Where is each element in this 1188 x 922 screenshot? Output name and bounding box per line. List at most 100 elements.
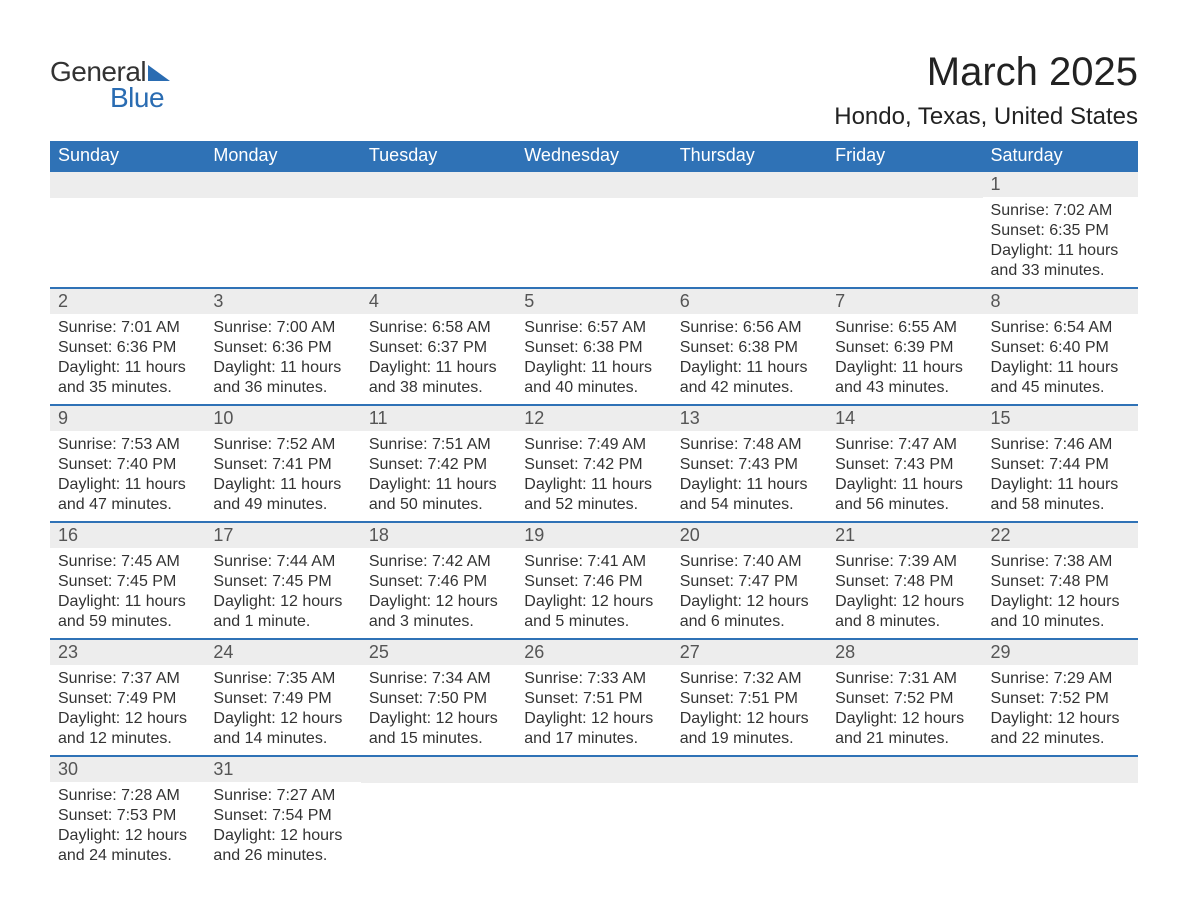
weekday-header: Tuesday [361,141,516,171]
day-cell [672,756,827,872]
day-cell [516,171,671,288]
day-line: Sunrise: 7:41 AM [524,552,663,572]
day-line: Sunrise: 7:00 AM [213,318,352,338]
day-cell [827,756,982,872]
weekday-row: SundayMondayTuesdayWednesdayThursdayFrid… [50,141,1138,171]
day-cell: 24Sunrise: 7:35 AMSunset: 7:49 PMDayligh… [205,639,360,756]
day-line: and 14 minutes. [213,729,352,749]
day-line: and 22 minutes. [991,729,1130,749]
day-line: Sunrise: 6:55 AM [835,318,974,338]
day-line: Daylight: 11 hours [991,241,1130,261]
day-details: Sunrise: 7:27 AMSunset: 7:54 PMDaylight:… [205,782,360,872]
day-line: Sunrise: 6:58 AM [369,318,508,338]
day-line: Daylight: 12 hours [369,709,508,729]
day-details: Sunrise: 7:32 AMSunset: 7:51 PMDaylight:… [672,665,827,755]
day-line: Daylight: 12 hours [524,709,663,729]
day-cell: 1Sunrise: 7:02 AMSunset: 6:35 PMDaylight… [983,171,1138,288]
day-cell: 29Sunrise: 7:29 AMSunset: 7:52 PMDayligh… [983,639,1138,756]
day-line: and 17 minutes. [524,729,663,749]
day-line: Sunset: 6:37 PM [369,338,508,358]
day-number: 18 [361,523,516,548]
day-line: Sunrise: 7:47 AM [835,435,974,455]
day-line: and 10 minutes. [991,612,1130,632]
day-cell: 20Sunrise: 7:40 AMSunset: 7:47 PMDayligh… [672,522,827,639]
day-number: 27 [672,640,827,665]
day-line: Sunrise: 7:38 AM [991,552,1130,572]
day-number: 19 [516,523,671,548]
day-details: Sunrise: 7:49 AMSunset: 7:42 PMDaylight:… [516,431,671,521]
day-number: 5 [516,289,671,314]
day-line: Daylight: 11 hours [680,358,819,378]
day-number [361,172,516,198]
day-cell: 9Sunrise: 7:53 AMSunset: 7:40 PMDaylight… [50,405,205,522]
day-line: Sunset: 7:53 PM [58,806,197,826]
month-title: March 2025 [834,50,1138,95]
day-line: Sunset: 6:38 PM [680,338,819,358]
day-line: Daylight: 11 hours [991,475,1130,495]
day-line: and 40 minutes. [524,378,663,398]
day-details: Sunrise: 6:57 AMSunset: 6:38 PMDaylight:… [516,314,671,404]
day-number: 20 [672,523,827,548]
day-line: Sunrise: 7:49 AM [524,435,663,455]
day-line: and 3 minutes. [369,612,508,632]
location: Hondo, Texas, United States [834,103,1138,131]
day-line: Sunrise: 7:27 AM [213,786,352,806]
day-details: Sunrise: 7:35 AMSunset: 7:49 PMDaylight:… [205,665,360,755]
day-line: and 43 minutes. [835,378,974,398]
day-number: 11 [361,406,516,431]
day-line: Sunset: 7:47 PM [680,572,819,592]
day-line: Sunset: 7:48 PM [835,572,974,592]
day-line: Daylight: 11 hours [524,358,663,378]
day-line: Daylight: 11 hours [58,358,197,378]
day-details [827,198,982,228]
day-cell: 11Sunrise: 7:51 AMSunset: 7:42 PMDayligh… [361,405,516,522]
day-line: Daylight: 12 hours [58,826,197,846]
day-line: Daylight: 11 hours [58,592,197,612]
header: General Blue March 2025 Hondo, Texas, Un… [50,50,1138,131]
day-line: and 12 minutes. [58,729,197,749]
day-line: and 1 minute. [213,612,352,632]
day-number [361,757,516,783]
day-details: Sunrise: 7:42 AMSunset: 7:46 PMDaylight:… [361,548,516,638]
day-number [50,172,205,198]
day-details [361,198,516,228]
day-line: and 36 minutes. [213,378,352,398]
day-number: 14 [827,406,982,431]
day-cell [983,756,1138,872]
day-details: Sunrise: 7:38 AMSunset: 7:48 PMDaylight:… [983,548,1138,638]
day-line: Sunset: 7:52 PM [835,689,974,709]
day-number: 1 [983,172,1138,197]
day-cell: 19Sunrise: 7:41 AMSunset: 7:46 PMDayligh… [516,522,671,639]
day-line: Sunset: 7:52 PM [991,689,1130,709]
day-details: Sunrise: 7:37 AMSunset: 7:49 PMDaylight:… [50,665,205,755]
day-line: Sunset: 6:39 PM [835,338,974,358]
day-line: and 24 minutes. [58,846,197,866]
day-line: Sunset: 7:54 PM [213,806,352,826]
day-line: Sunrise: 7:42 AM [369,552,508,572]
day-details: Sunrise: 7:41 AMSunset: 7:46 PMDaylight:… [516,548,671,638]
day-details: Sunrise: 7:53 AMSunset: 7:40 PMDaylight:… [50,431,205,521]
day-cell: 27Sunrise: 7:32 AMSunset: 7:51 PMDayligh… [672,639,827,756]
day-line: Daylight: 12 hours [835,709,974,729]
day-line: Daylight: 11 hours [835,475,974,495]
day-line: Sunset: 6:36 PM [213,338,352,358]
day-line: Sunrise: 7:01 AM [58,318,197,338]
day-number: 31 [205,757,360,782]
day-line: and 56 minutes. [835,495,974,515]
day-line: Daylight: 12 hours [835,592,974,612]
day-line: Daylight: 11 hours [58,475,197,495]
day-line: Daylight: 12 hours [991,592,1130,612]
day-number: 12 [516,406,671,431]
day-details: Sunrise: 7:00 AMSunset: 6:36 PMDaylight:… [205,314,360,404]
weekday-header: Friday [827,141,982,171]
day-number: 16 [50,523,205,548]
week-row: 30Sunrise: 7:28 AMSunset: 7:53 PMDayligh… [50,756,1138,872]
day-line: Sunrise: 7:52 AM [213,435,352,455]
day-number: 15 [983,406,1138,431]
day-cell: 31Sunrise: 7:27 AMSunset: 7:54 PMDayligh… [205,756,360,872]
day-details: Sunrise: 6:58 AMSunset: 6:37 PMDaylight:… [361,314,516,404]
logo: General Blue [50,56,170,114]
day-line: and 49 minutes. [213,495,352,515]
day-line: Sunrise: 7:53 AM [58,435,197,455]
day-number [516,757,671,783]
